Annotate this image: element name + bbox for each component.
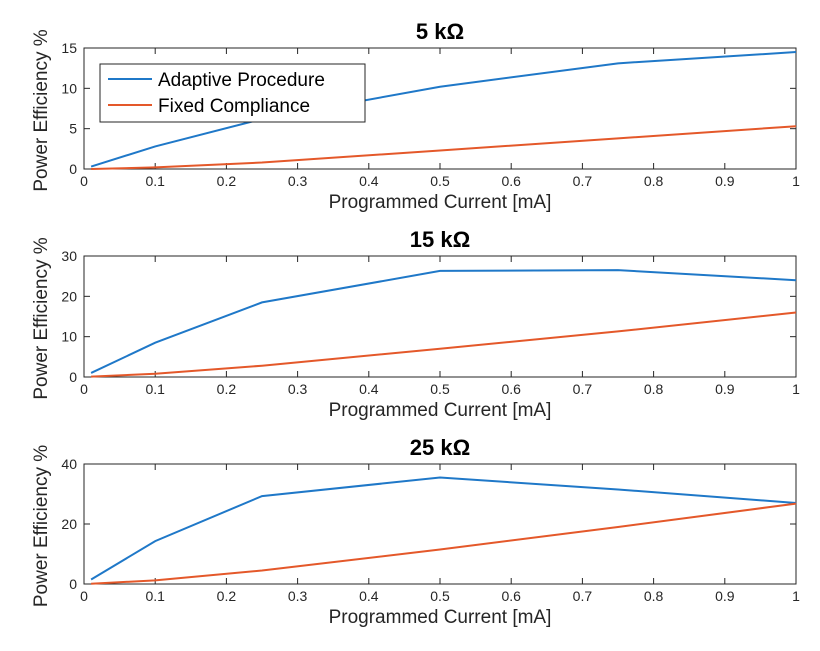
x-tick-label: 0.6 xyxy=(501,173,521,189)
x-tick-label: 0.7 xyxy=(573,588,593,604)
x-tick-label: 0.4 xyxy=(359,381,379,397)
x-tick-label: 0.3 xyxy=(288,381,308,397)
x-tick-label: 0 xyxy=(80,173,88,189)
x-tick-label: 0.3 xyxy=(288,173,308,189)
x-tick-label: 0.4 xyxy=(359,173,379,189)
legend-label: Fixed Compliance xyxy=(158,96,310,117)
x-tick-label: 0.5 xyxy=(430,381,450,397)
x-tick-label: 0.2 xyxy=(217,588,237,604)
x-tick-label: 1 xyxy=(792,173,800,189)
x-tick-label: 0.5 xyxy=(430,173,450,189)
y-tick-label: 20 xyxy=(61,288,77,304)
y-tick-label: 20 xyxy=(61,516,77,532)
x-tick-label: 0.8 xyxy=(644,173,664,189)
y-axis-label: Power Efficiency % xyxy=(31,29,52,191)
x-tick-label: 0.9 xyxy=(715,381,735,397)
x-tick-label: 0.8 xyxy=(644,381,664,397)
x-axis-label: Programmed Current [mA] xyxy=(329,400,552,421)
plot-area xyxy=(84,464,796,584)
y-tick-label: 30 xyxy=(61,248,77,264)
subplot-title: 5 kΩ xyxy=(416,19,464,44)
x-tick-label: 0.1 xyxy=(145,381,165,397)
x-tick-label: 1 xyxy=(792,588,800,604)
x-tick-label: 0.9 xyxy=(715,588,735,604)
legend: Adaptive Procedure Fixed Compliance xyxy=(100,64,365,122)
y-tick-label: 10 xyxy=(61,80,77,96)
y-tick-label: 15 xyxy=(61,40,77,56)
x-tick-label: 1 xyxy=(792,381,800,397)
x-tick-label: 0.7 xyxy=(573,381,593,397)
x-tick-label: 0 xyxy=(80,381,88,397)
x-tick-label: 0.6 xyxy=(501,381,521,397)
y-tick-label: 0 xyxy=(69,369,77,385)
x-tick-label: 0.4 xyxy=(359,588,379,604)
x-tick-label: 0.9 xyxy=(715,173,735,189)
y-tick-label: 0 xyxy=(69,161,77,177)
y-tick-label: 0 xyxy=(69,576,77,592)
x-tick-label: 0.2 xyxy=(217,381,237,397)
x-axis-label: Programmed Current [mA] xyxy=(329,607,552,628)
y-tick-label: 10 xyxy=(61,329,77,345)
x-tick-label: 0.1 xyxy=(145,588,165,604)
subplot-title: 25 kΩ xyxy=(410,435,470,460)
subplot-title: 15 kΩ xyxy=(410,227,470,252)
legend-label: Adaptive Procedure xyxy=(158,70,325,91)
y-axis-label: Power Efficiency % xyxy=(31,237,52,399)
y-tick-label: 5 xyxy=(69,121,77,137)
subplot-3: 25 kΩ 0 0.1 0.2 0.3 0.4 0.5 0.6 0.7 0.8 0.9 1 0 20 40 P… xyxy=(31,435,800,628)
x-tick-label: 0.6 xyxy=(501,588,521,604)
x-tick-label: 0.8 xyxy=(644,588,664,604)
x-axis-label: Programmed Current [mA] xyxy=(329,192,552,213)
x-tick-label: 0.5 xyxy=(430,588,450,604)
y-axis-label: Power Efficiency % xyxy=(31,445,52,607)
x-tick-label: 0.1 xyxy=(145,173,165,189)
x-tick-label: 0.3 xyxy=(288,588,308,604)
y-tick-label: 40 xyxy=(61,456,77,472)
x-tick-label: 0 xyxy=(80,588,88,604)
x-tick-label: 0.2 xyxy=(217,173,237,189)
x-tick-label: 0.7 xyxy=(573,173,593,189)
